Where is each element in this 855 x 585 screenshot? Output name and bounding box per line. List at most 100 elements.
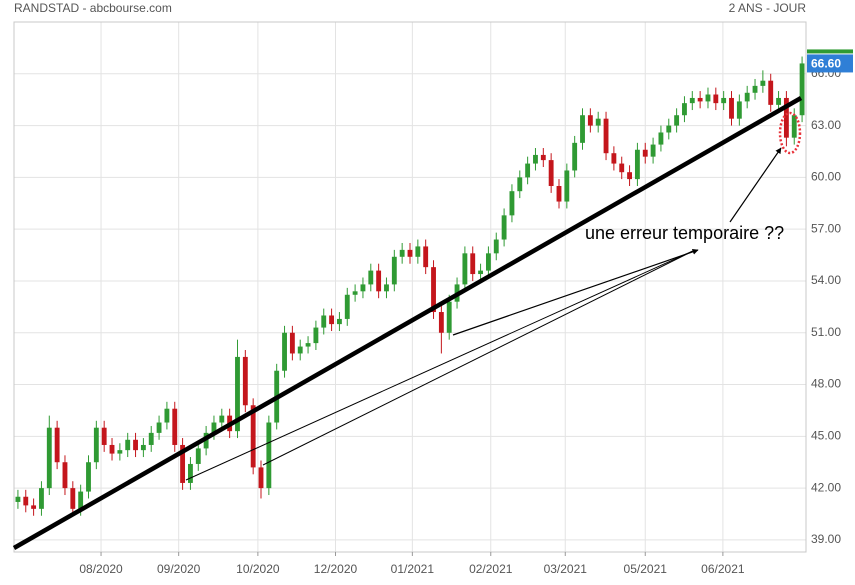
x-tick-label: 01/2021 — [391, 562, 435, 576]
candle-body — [517, 177, 523, 192]
candle-body — [399, 249, 405, 257]
axis-layer: 39.00 42.00 45.00 48.00 51.00 54.00 57.00 60.00… — [79, 49, 853, 576]
candle-body — [423, 246, 429, 268]
candle-body — [384, 284, 389, 292]
pointer-line — [185, 249, 696, 481]
candle-body — [117, 450, 123, 454]
chart-subtitle: 2 ANS - JOUR — [729, 1, 807, 15]
candle-body — [509, 191, 515, 216]
candle-body — [321, 315, 327, 328]
y-tick-label: 63.00 — [811, 118, 841, 132]
candle-body — [603, 118, 609, 154]
candle-body — [313, 327, 319, 344]
y-tick-label: 42.00 — [811, 480, 841, 494]
candle-body — [533, 154, 538, 164]
candle-body — [619, 163, 625, 173]
candle-body — [478, 270, 484, 275]
candle-body — [180, 444, 186, 483]
candle-body — [391, 256, 397, 285]
candle-body — [125, 439, 131, 451]
candle-body — [344, 294, 350, 319]
candle-body — [744, 92, 750, 102]
candle-body — [31, 505, 37, 509]
y-tick-label: 60.00 — [811, 170, 841, 184]
candle-body — [556, 186, 562, 202]
y-tick-label: 54.00 — [811, 273, 841, 287]
candle-body — [282, 332, 287, 371]
candle-body — [431, 267, 436, 313]
pointer-line — [262, 249, 696, 466]
candle-body — [736, 101, 742, 119]
candle-body — [768, 80, 774, 105]
candle-body — [211, 422, 217, 433]
candle-body — [525, 163, 531, 178]
candle-body — [242, 356, 248, 406]
candle-body — [140, 444, 146, 451]
candle-body — [368, 270, 374, 285]
candle-body — [791, 115, 797, 138]
candle-body — [642, 149, 648, 157]
candle-body — [776, 97, 781, 105]
candle-body — [572, 142, 578, 171]
candle-body — [799, 63, 805, 116]
x-tick-label: 12/2020 — [314, 562, 358, 576]
candle-body — [438, 312, 444, 333]
candle-body — [697, 97, 703, 102]
candle-body — [133, 439, 138, 451]
candle-body — [674, 115, 680, 126]
candle-body — [266, 422, 272, 489]
candle-body — [93, 427, 99, 463]
candle-body — [164, 408, 170, 423]
candle-body — [46, 427, 52, 489]
candle-body — [23, 496, 29, 506]
candle-body — [148, 432, 154, 445]
y-tick-label: 48.00 — [811, 377, 841, 391]
highlight-circle — [778, 111, 802, 155]
candle-body — [729, 97, 734, 119]
candle-body — [78, 491, 84, 509]
pointer-arrow — [452, 248, 699, 336]
candle-body — [627, 172, 632, 180]
candle-body — [360, 284, 366, 292]
x-tick-label: 09/2020 — [157, 562, 201, 576]
candle-body — [783, 97, 789, 138]
candle-body — [219, 415, 225, 423]
x-tick-label: 05/2021 — [624, 562, 668, 576]
y-tick-label: 51.00 — [811, 325, 841, 339]
candle-body — [501, 215, 507, 240]
candle-body — [666, 125, 672, 133]
candle-body — [329, 315, 335, 325]
y-tick-label: 39.00 — [811, 532, 841, 546]
candle-body — [485, 253, 491, 271]
candle-body — [446, 301, 452, 333]
x-tick-label: 10/2020 — [236, 562, 280, 576]
plot-border — [13, 21, 807, 553]
candle-body — [54, 427, 60, 463]
candle-body — [760, 80, 766, 86]
candle-body — [705, 94, 711, 102]
candle-body — [564, 170, 570, 202]
y-tick-label: 45.00 — [811, 429, 841, 443]
candle-body — [713, 94, 719, 104]
candle-body — [101, 427, 107, 445]
candle-body — [658, 132, 664, 145]
y-tick-label: 57.00 — [811, 221, 841, 235]
candle-body — [407, 249, 413, 257]
candle-body — [689, 97, 695, 104]
candle-body — [548, 160, 554, 187]
pointer-arrow — [729, 147, 782, 223]
candle-body — [235, 356, 240, 432]
last-price-label: 66.60 — [811, 57, 841, 71]
candle-body — [289, 332, 295, 354]
chart-title: RANDSTAD - abcbourse.com — [14, 1, 172, 15]
candle-body — [188, 463, 193, 483]
candle-body — [156, 422, 162, 433]
candle-body — [376, 270, 382, 292]
candle-body — [195, 448, 201, 464]
candle-body — [62, 462, 68, 489]
last-price-box — [807, 54, 853, 73]
candle-body — [86, 462, 91, 492]
annotation: une erreur temporaire ?? — [585, 223, 784, 243]
